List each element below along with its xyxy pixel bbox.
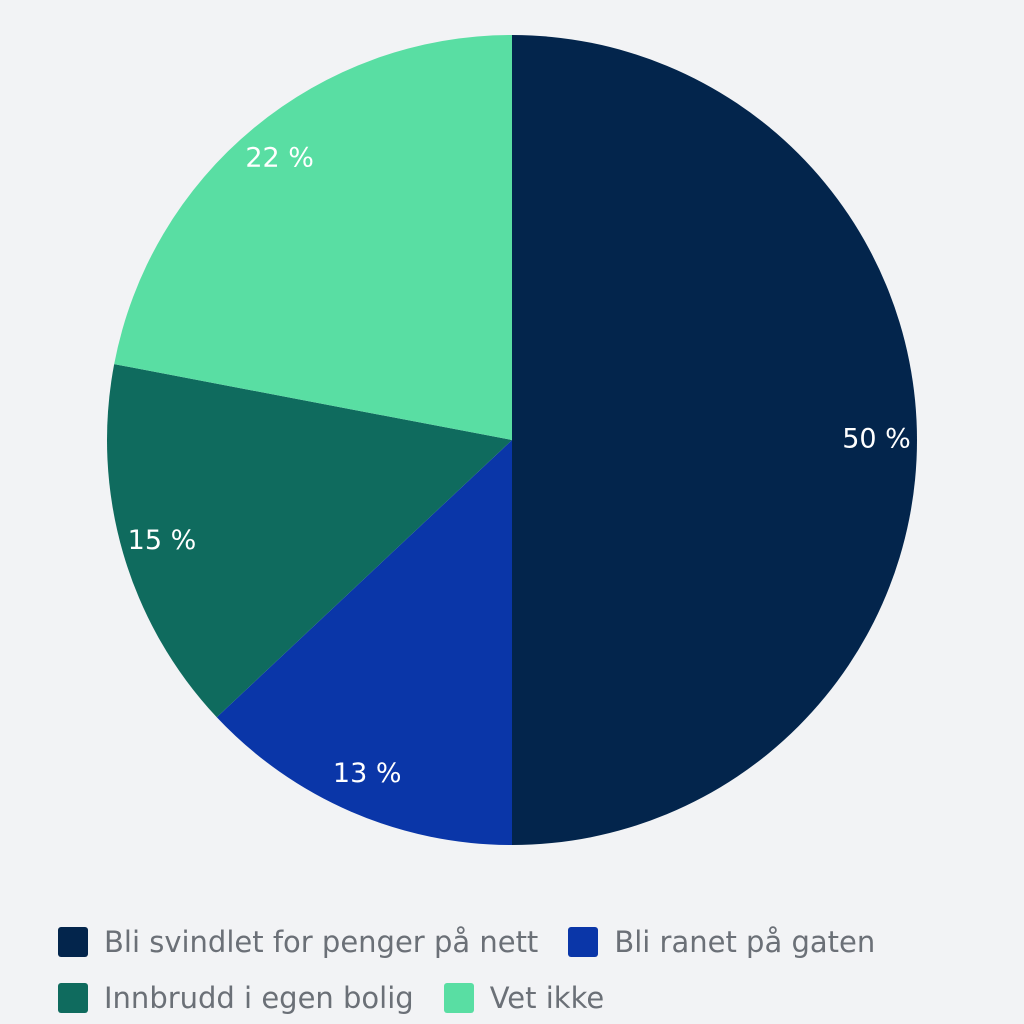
legend-row: Bli svindlet for penger på nett Bli rane… <box>58 914 1018 970</box>
pie-slice-1[interactable] <box>216 440 512 845</box>
pie-slice-value-label: 50 % <box>842 424 911 455</box>
legend-item-svindlet[interactable]: Bli svindlet for penger på nett <box>58 925 538 959</box>
legend-swatch-vet-ikke <box>443 983 474 1013</box>
pie-slice-value-label: 22 % <box>245 143 314 174</box>
legend-label-svindlet: Bli svindlet for penger på nett <box>104 925 539 959</box>
pie-slices <box>106 35 917 845</box>
pie-value-labels: 50 % 13 % 15 % 22 % <box>128 143 911 789</box>
pie-slice-2[interactable] <box>106 364 512 718</box>
legend-item-vet-ikke[interactable]: Vet ikke <box>443 981 605 1015</box>
legend-swatch-svindlet <box>58 927 88 957</box>
legend-label-vet-ikke: Vet ikke <box>489 981 605 1015</box>
legend-item-ranet[interactable]: Bli ranet på gaten <box>568 925 875 959</box>
chart-legend: Bli svindlet for penger på nett Bli rane… <box>58 914 1018 1024</box>
legend-swatch-innbrudd <box>58 983 88 1013</box>
pie-slice-value-label: 13 % <box>333 758 402 789</box>
pie-chart-svg: 50 % 13 % 15 % 22 % <box>106 35 917 845</box>
legend-item-innbrudd[interactable]: Innbrudd i egen bolig <box>58 981 414 1015</box>
pie-slice-3[interactable] <box>114 35 513 440</box>
legend-label-innbrudd: Innbrudd i egen bolig <box>104 981 414 1015</box>
pie-slice-value-label: 15 % <box>128 525 197 556</box>
legend-label-ranet: Bli ranet på gaten <box>614 925 876 959</box>
pie-slice-0[interactable] <box>512 35 917 845</box>
legend-swatch-ranet <box>568 927 599 957</box>
legend-row: Innbrudd i egen bolig Vet ikke <box>58 970 1018 1024</box>
